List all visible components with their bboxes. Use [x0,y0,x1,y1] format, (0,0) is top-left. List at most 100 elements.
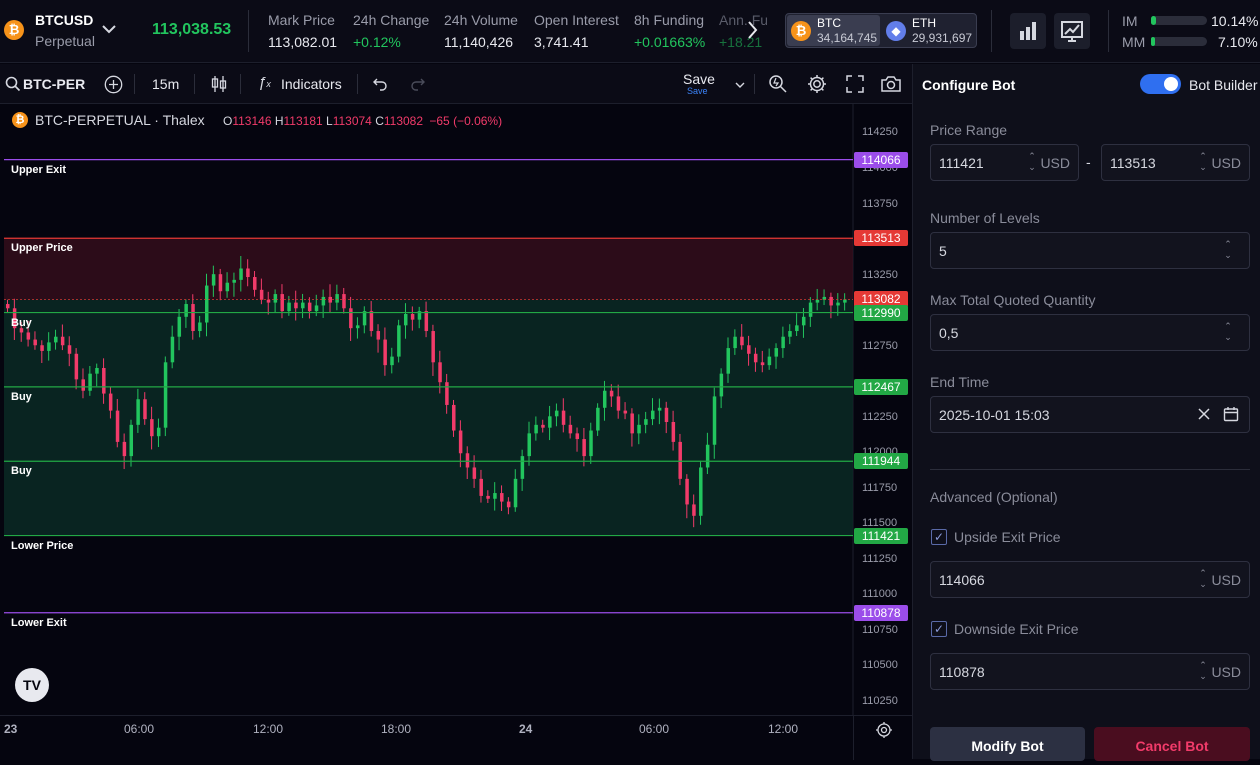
stepper-icon[interactable]: ⌃ ⌄ [1199,568,1207,589]
buy-zone [4,299,853,536]
chart-presentation-button[interactable] [1054,13,1090,49]
candle-body [747,345,751,354]
camera-icon[interactable] [880,75,902,98]
price-tick-label: 110250 [862,695,898,707]
add-symbol-icon[interactable] [104,75,123,99]
candle-body [651,410,655,420]
interval-button[interactable]: 15m [152,76,180,92]
candle-body [67,345,72,354]
candle-body [561,410,566,425]
candle-body [102,367,106,394]
price-tick-label: 110750 [862,623,898,636]
redo-icon[interactable] [410,76,426,97]
chevron-right-icon[interactable] [744,16,762,49]
candle-body [699,467,703,516]
time-axis[interactable]: 23 06:00 12:00 18:00 24 06:00 12:00 [0,715,912,760]
candle-body [445,382,449,405]
candle-body [239,268,243,280]
quantity-input[interactable]: 0,5 ⌃ ⌄ [930,314,1250,351]
bitcoin-icon: ₿ [12,112,28,128]
candle-body [280,294,284,312]
candle-body [548,416,552,428]
ticker-name: ETH [912,16,936,30]
candle-body [541,424,545,428]
im-label: IM [1122,13,1138,29]
level-price-tag[interactable]: 112990 [854,304,908,321]
bar-chart-button[interactable] [1010,13,1046,49]
symbol-search[interactable]: BTC-PER [23,76,86,92]
save-button[interactable]: Save [683,71,715,87]
candles-icon[interactable] [211,75,227,98]
stepper-icon[interactable]: ⌃ ⌄ [1199,151,1207,172]
level-price-tag[interactable]: 114066 [854,151,908,168]
price-tick-label: 113250 [862,268,898,281]
ticker-switcher[interactable]: ₿ BTC 34,164,745 ◆ ETH 29,931,697 [785,13,977,48]
search-icon[interactable] [5,76,21,97]
candle-body [60,336,65,346]
time-tick-label: 06:00 [124,722,155,736]
downside-checkbox[interactable]: ✓ [931,621,947,637]
stepper-icon[interactable]: ⌃ ⌄ [1199,660,1207,681]
level-price-tag[interactable]: 113513 [854,230,908,247]
ethereum-icon: ◆ [886,21,906,41]
indicators-button[interactable]: Indicators [281,76,342,92]
candle-body [815,299,820,303]
level-price-tag[interactable]: 110878 [854,604,908,621]
tradingview-logo-icon[interactable]: TV [15,668,49,702]
chevron-down-icon[interactable] [734,78,746,96]
calendar-icon[interactable] [1223,406,1239,425]
candle-body [719,373,724,397]
unit-label: USD [1040,155,1070,171]
price-high-input[interactable]: 113513 ⌃ ⌄ USD [1101,144,1250,181]
levels-input[interactable]: 5 ⌃ ⌄ [930,232,1250,269]
candle-body [74,353,79,380]
bot-builder-toggle[interactable] [1140,74,1181,94]
end-time-input[interactable]: 2025-10-01 15:03 [930,396,1250,433]
undo-icon[interactable] [372,76,388,97]
range-separator: - [1086,154,1091,170]
upside-exit-input[interactable]: 114066 ⌃ ⌄ USD [930,561,1250,598]
candle-body [479,478,483,496]
candle-body [575,433,580,440]
candle-body [369,311,374,332]
level-price-tag[interactable]: 111944 [854,453,908,470]
price-tick-label: 114250 [862,126,898,139]
chevron-down-icon[interactable] [100,20,118,43]
upside-value: 114066 [939,572,985,588]
stat-label: 24h Volume [444,12,518,28]
upside-checkbox[interactable]: ✓ [931,529,947,545]
level-price-tag[interactable]: 111421 [854,527,908,544]
level-price-tag[interactable]: 112467 [854,378,908,395]
axis-settings-gear-icon[interactable] [875,721,893,744]
candle-body [452,404,456,431]
candle-body [568,424,573,434]
candle-body [760,362,765,366]
fullscreen-icon[interactable] [846,75,864,98]
downside-exit-input[interactable]: 110878 ⌃ ⌄ USD [930,653,1250,690]
function-icon[interactable]: ƒx [258,74,271,91]
divider [357,74,358,94]
modify-bot-button[interactable]: Modify Bot [930,727,1085,761]
candle-body [726,348,730,374]
stepper-icon[interactable]: ⌃ ⌄ [1028,151,1036,172]
candle-body [143,399,147,420]
candle-body [246,268,250,278]
divider [853,716,854,760]
quantity-value: 0,5 [939,325,959,341]
candle-body [582,439,586,457]
quick-search-icon[interactable] [768,74,788,99]
clear-icon[interactable] [1197,407,1211,424]
level-price-tag[interactable]: 113082 [854,291,908,308]
settings-gear-icon[interactable] [806,73,828,100]
stepper-icon[interactable]: ⌃ ⌄ [1224,321,1232,342]
stepper-icon[interactable]: ⌃ ⌄ [1224,239,1232,260]
candle-body [314,305,319,312]
divider [930,469,1250,470]
cancel-bot-button[interactable]: Cancel Bot [1094,727,1250,761]
price-range-label: Price Range [930,122,1008,138]
divider [194,74,195,94]
price-chart[interactable]: ₿ BTC-PERPETUAL · Thalex O113146 H113181… [0,104,912,715]
price-low-input[interactable]: 111421 ⌃ ⌄ USD [930,144,1079,181]
candle-body [342,294,346,309]
chart-canvas[interactable] [0,104,912,715]
